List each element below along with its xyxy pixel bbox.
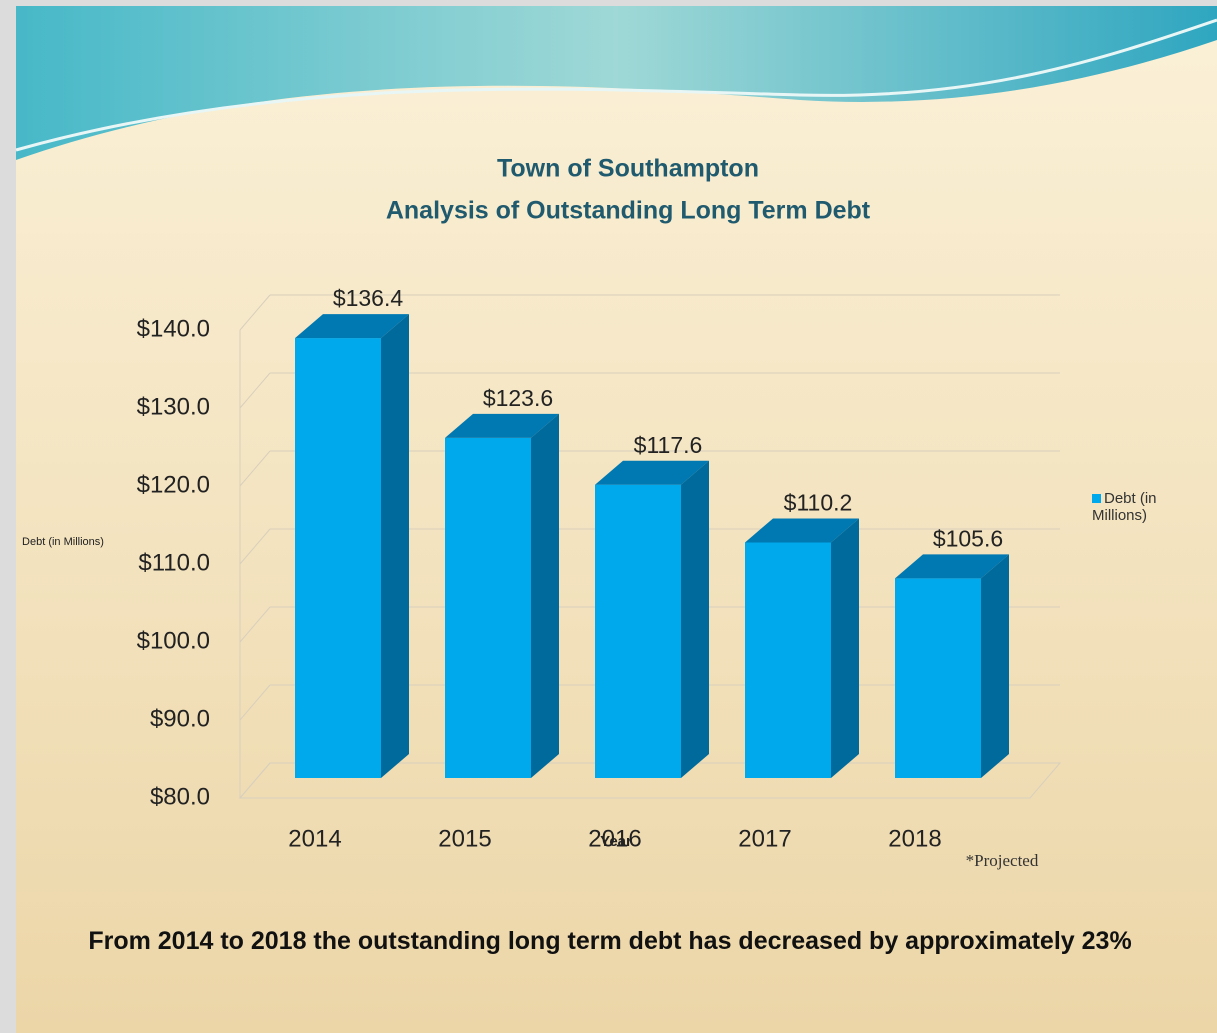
grid-line (239, 450, 271, 487)
x-tick-label: 2018 (888, 825, 941, 852)
y-tick-label: $90.0 (150, 705, 210, 732)
annotation: From 2014 to 2018 the outstanding long t… (88, 927, 1132, 955)
x-tick-label: 2017 (738, 825, 791, 852)
legend-swatch (1092, 494, 1101, 503)
grid-line (239, 762, 271, 799)
bar (595, 484, 681, 778)
y-tick-label: $100.0 (137, 627, 210, 654)
value-label: $105.6 (933, 525, 1003, 551)
grid-line (239, 684, 271, 721)
x-tick-label: 2014 (288, 825, 341, 852)
grid-line (239, 372, 271, 409)
y-tick-label: $110.0 (138, 549, 210, 576)
bar (895, 578, 981, 778)
bar-top (595, 460, 709, 485)
x-tick-label: 2016 (588, 825, 641, 852)
y-tick-label: $120.0 (137, 471, 210, 498)
y-axis-label: Debt (in Millions) (22, 536, 104, 548)
x-tick-label: 2015 (438, 825, 491, 852)
bar-side (981, 554, 1009, 778)
y-tick-label: $140.0 (137, 315, 210, 342)
bar-side (381, 314, 409, 778)
grid-line (239, 606, 271, 643)
bar-top (745, 518, 859, 543)
bar-top (895, 554, 1009, 579)
bar-side (531, 413, 559, 778)
y-tick-label: $80.0 (150, 783, 210, 810)
chart-title: Town of Southampton (497, 155, 759, 183)
bar (745, 542, 831, 778)
value-label: $123.6 (483, 385, 553, 411)
wave-decoration (16, 6, 1217, 160)
note: *Projected (966, 851, 1039, 870)
grid-line (239, 528, 271, 565)
x-axis-label: Year (600, 833, 632, 850)
bar-top (295, 314, 409, 339)
y-tick-label: $130.0 (137, 393, 210, 420)
bar (295, 338, 381, 778)
bar (445, 437, 531, 778)
value-label: $110.2 (784, 490, 853, 516)
bar-top (445, 413, 559, 438)
bar-side (831, 518, 859, 778)
value-label: $117.6 (634, 432, 703, 458)
bar-side (681, 460, 709, 778)
grid-line (239, 294, 271, 331)
chart-subtitle: Analysis of Outstanding Long Term Debt (386, 197, 871, 225)
plot: $80.0 $90.0 $100.0 $110.0 $120.0 $130.0 $140.0… (137, 285, 1062, 852)
wave-line (15, 18, 1217, 152)
legend-label: Debt (in Millions) (1092, 490, 1157, 524)
legend: Debt (in Millions) (1092, 490, 1192, 524)
value-label: $136.4 (333, 285, 404, 311)
